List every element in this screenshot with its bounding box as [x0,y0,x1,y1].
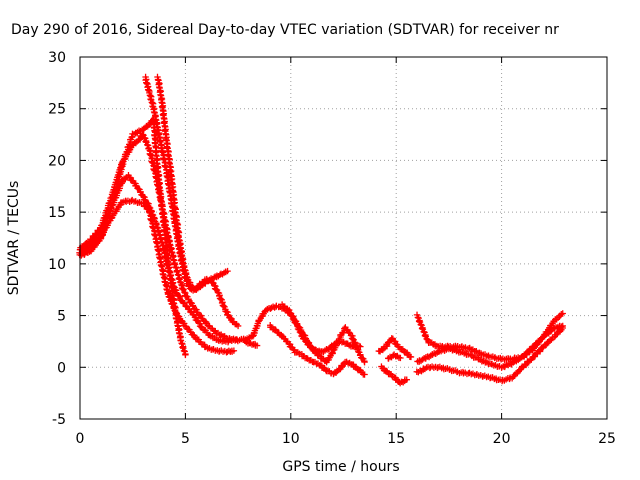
data-point [177,278,184,286]
series-track-9 [278,301,368,366]
data-point [206,332,213,339]
data-point [234,322,242,330]
data-marks [76,73,566,387]
data-point [171,260,178,268]
data-point [421,332,429,339]
x-axis-title: GPS time / hours [282,459,399,475]
series-track-5 [142,73,231,294]
data-point [154,224,161,231]
series-track-11 [375,335,415,361]
y-tick-label: 15 [48,205,66,221]
y-axis-title: SDTVAR / TECUs [6,181,22,296]
data-point [180,347,188,354]
plot-frame [79,56,608,420]
data-point [559,324,566,332]
data-point [211,282,218,289]
data-point [407,353,415,361]
x-tick-label: 5 [181,431,190,447]
grid [80,57,607,419]
y-tick-label: 30 [48,50,66,66]
data-point [179,285,186,293]
y-tick-label: 25 [48,102,66,118]
data-point [152,220,160,228]
series-track-6 [154,73,242,330]
data-point [154,228,162,235]
data-point [118,180,126,187]
data-point [417,321,424,328]
data-point [179,259,186,266]
data-point [174,271,182,278]
data-point [156,231,163,238]
data-point [224,267,231,275]
series-track-12 [378,363,410,387]
series-track-10 [241,337,261,349]
data-point [181,289,188,296]
data-point [420,328,427,335]
y-tick-label: -5 [52,412,66,428]
data-point [558,310,565,318]
data-point [361,371,368,378]
data-point [182,351,189,359]
y-tick-labels: -5 0 5 10 15 20 25 30 [48,50,66,428]
data-point [172,263,179,271]
series-track-8 [267,322,368,378]
data-point [415,318,423,325]
data-point [178,340,185,347]
data-point [414,314,422,321]
chart-title: Day 290 of 2016, Sidereal Day-to-day VTE… [11,22,559,38]
y-tick-label: 5 [57,309,66,325]
y-tick-label: 10 [48,257,66,273]
data-point [559,310,566,317]
x-tick-label: 25 [598,431,616,447]
series-track-16 [413,324,566,385]
x-tick-label: 0 [76,431,85,447]
x-tick-labels: 0 5 10 15 20 25 [76,431,616,447]
data-point [253,342,261,349]
x-tick-label: 15 [387,431,405,447]
data-point [173,268,180,275]
data-point [418,325,426,332]
y-tick-label: 20 [48,153,66,169]
series-track-13 [385,351,404,362]
data-point [397,354,404,362]
data-point [361,358,368,366]
data-point [175,275,183,282]
series-track-4 [76,116,189,359]
data-point [403,376,410,383]
y-tick-label: 0 [57,360,66,376]
x-tick-label: 20 [493,431,511,447]
data-point [179,344,186,351]
data-point [230,347,238,354]
data-point [309,346,316,353]
x-tick-label: 10 [282,431,300,447]
